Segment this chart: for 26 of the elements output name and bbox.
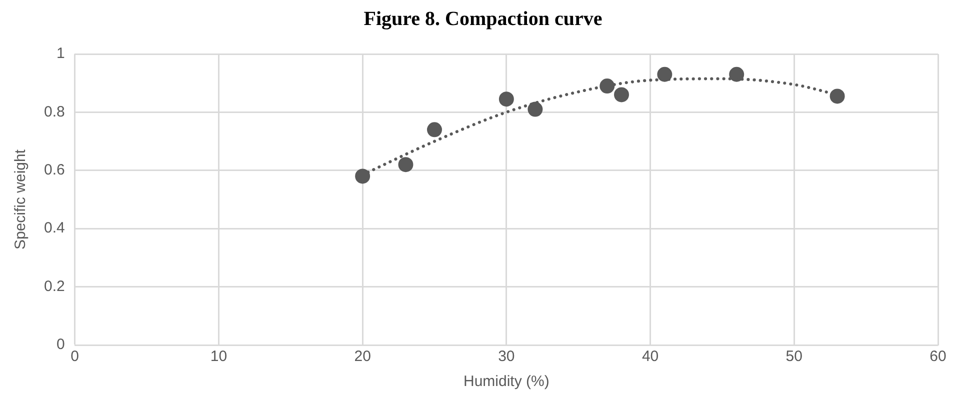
y-axis-title: Specific weight — [12, 148, 30, 250]
x-tick-label: 20 — [354, 348, 371, 366]
chart-title: Figure 8. Compaction curve — [362, 8, 604, 31]
x-tick-label: 10 — [210, 348, 228, 366]
y-tick-label: 0 — [56, 336, 65, 354]
point — [426, 122, 442, 138]
y-tick-label: 0.4 — [44, 220, 65, 237]
point — [614, 87, 630, 102]
y-tick-label: 0.6 — [44, 162, 65, 179]
y-tick-label: 0.2 — [44, 278, 65, 295]
point — [355, 168, 370, 184]
point — [498, 92, 514, 107]
x-tick-label: 50 — [786, 348, 802, 366]
x-tick-label: 30 — [498, 348, 515, 366]
y-tick-label: 0.8 — [44, 103, 65, 120]
y-tick-label: 1 — [56, 45, 65, 62]
point — [729, 66, 744, 82]
point — [657, 66, 672, 82]
x-tick-label: 40 — [642, 348, 659, 366]
x-axis-title: Humidity (%) — [464, 373, 550, 390]
point — [528, 102, 543, 117]
point — [600, 78, 615, 94]
x-tick-label: 0 — [70, 348, 80, 366]
point — [830, 88, 845, 104]
point — [398, 157, 414, 172]
x-tick-label: 60 — [930, 348, 946, 366]
